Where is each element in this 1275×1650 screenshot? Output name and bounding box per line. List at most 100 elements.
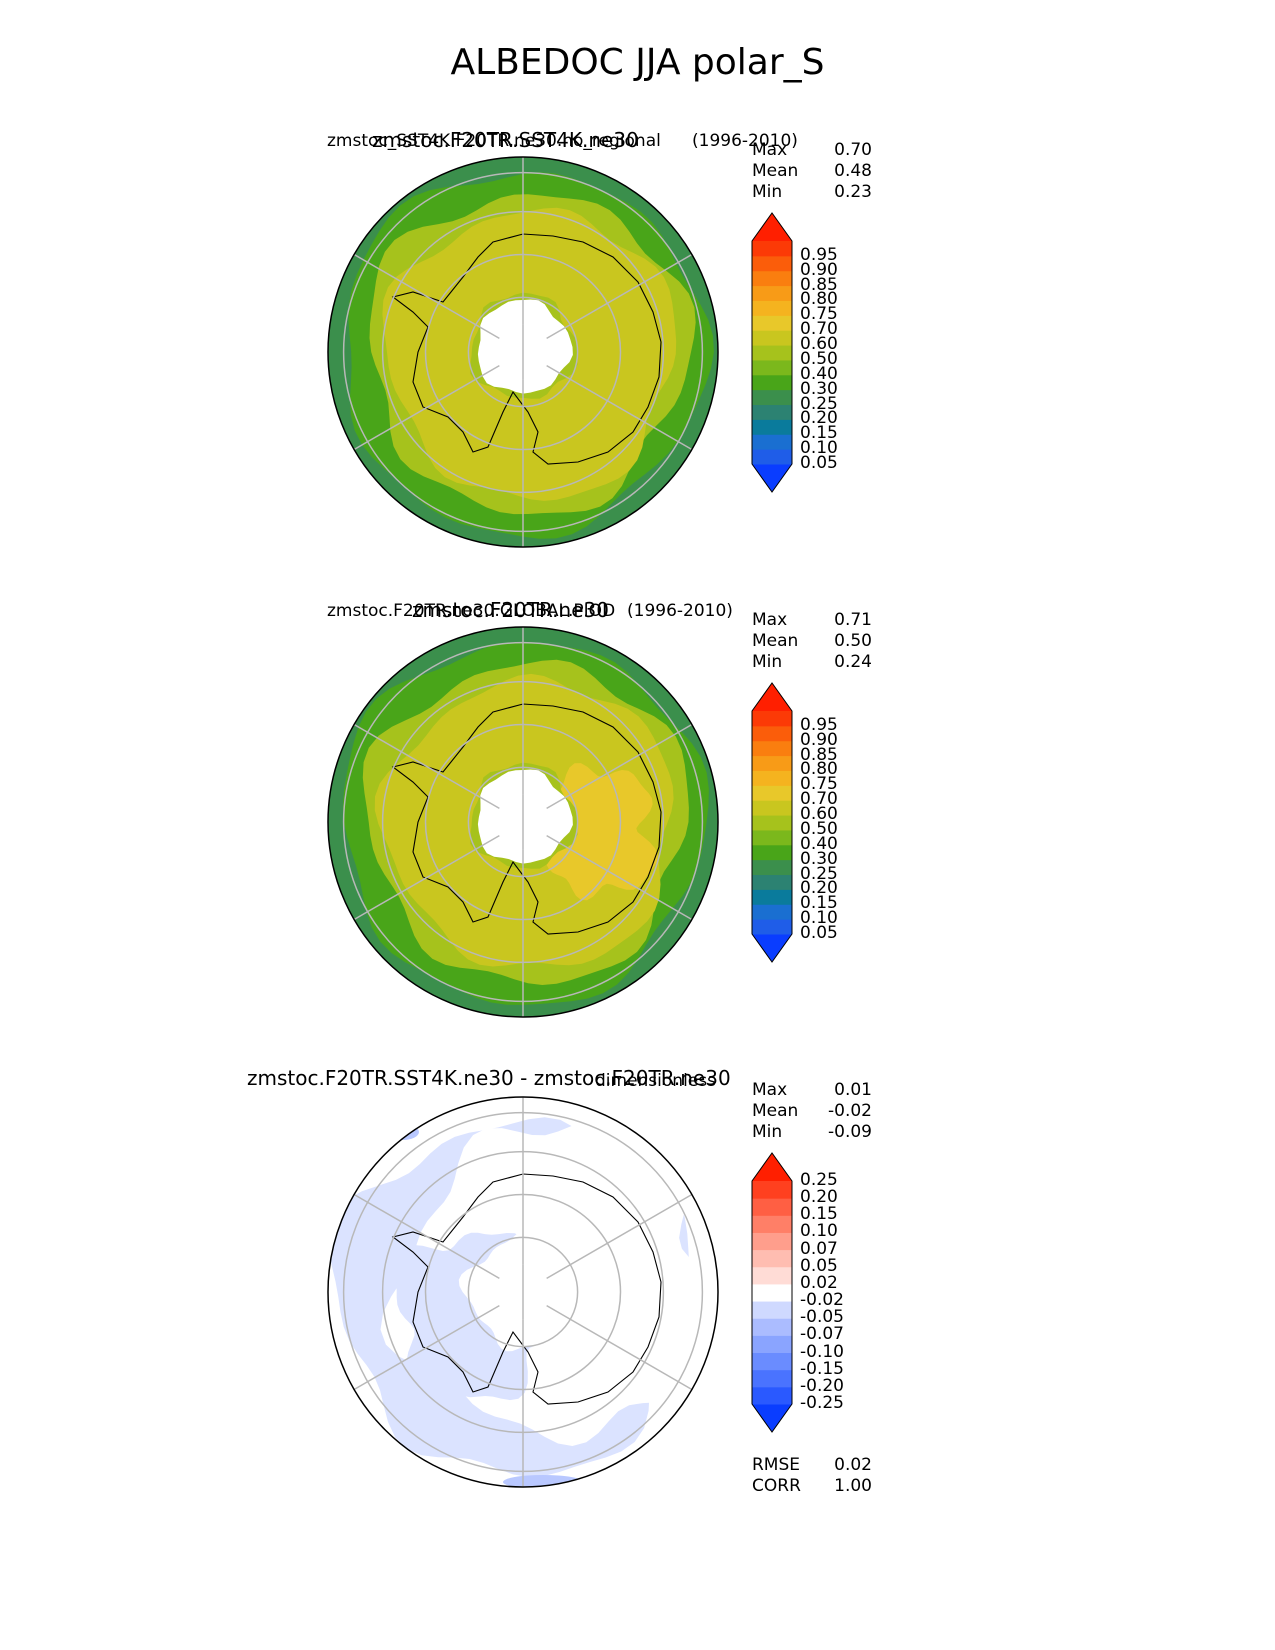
colorbar-tick-label: 0.30: [800, 848, 838, 869]
colorbar-tick-label: 0.85: [800, 744, 838, 765]
colorbar-segment: [752, 1283, 792, 1302]
colorbar-segment: [752, 1232, 792, 1251]
colorbar-segment: [752, 1249, 792, 1268]
panel-2-title: zmstoc.F20TR.ne30: [412, 598, 609, 622]
colorbar-3: [751, 1152, 793, 1433]
colorbar-segment: [752, 315, 792, 331]
colorbar-tick-label: 0.20: [800, 1187, 838, 1208]
colorbar-tick-label: 0.90: [800, 259, 838, 280]
colorbar-segment: [752, 1369, 792, 1388]
panel-1-mean-value: 0.48: [834, 161, 872, 181]
colorbar-segment: [752, 255, 792, 272]
colorbar-tick-label: 0.70: [800, 789, 838, 810]
panel-1-subtitle-right: (1996-2010): [692, 131, 798, 151]
colorbar-1: [751, 212, 793, 493]
colorbar-outline: [751, 212, 793, 493]
colorbar-segment: [752, 859, 792, 876]
corr-value: 1.00: [834, 1476, 872, 1496]
colorbar-tick-label: 0.95: [800, 714, 838, 735]
colorbar-tick-label: 0.75: [800, 774, 838, 795]
panel-3-title: zmstoc.F20TR.SST4K.ne30 - zmstoc.F20TR.n…: [247, 1066, 731, 1090]
panel-2-subtitle-left: zmstoc.F20TR.ne30.GLOBAL.PIOD: [327, 601, 616, 621]
colorbar-segment: [752, 330, 792, 346]
colorbar-extend-max: [752, 213, 792, 241]
colorbar-tick-label: 0.75: [800, 304, 838, 325]
map-boundary: [327, 1096, 719, 1488]
panel-1-min-value: 0.23: [834, 182, 872, 202]
colorbar-outline: [751, 682, 793, 963]
panel-3-min-label: Min: [752, 1122, 783, 1142]
colorbar-segment: [752, 1335, 792, 1354]
colorbar-tick-label: 0.02: [800, 1272, 838, 1293]
colorbar-tick-label: 0.20: [800, 878, 838, 899]
colorbar-segment: [752, 1198, 792, 1216]
colorbar-segment: [752, 241, 792, 257]
meridian-line: [353, 365, 500, 451]
panel-3-max-value: 0.01: [834, 1080, 872, 1100]
colorbar-tick-label: -0.10: [800, 1341, 844, 1362]
colorbar-segment: [752, 359, 792, 376]
colorbar-tick-label: 0.40: [800, 363, 838, 384]
meridian-line: [546, 1193, 693, 1279]
panel-1-max-value: 0.70: [834, 140, 872, 160]
colorbar-2: [751, 682, 793, 963]
colorbar-tick-label: 0.05: [800, 453, 838, 473]
panel-1-min-label: Min: [752, 182, 783, 202]
colorbar-tick-label: 0.80: [800, 289, 838, 310]
colorbar-segment: [752, 800, 792, 816]
colorbar-tick-label: -0.20: [800, 1375, 844, 1396]
colorbar-segment: [752, 829, 792, 846]
map-boundary: [327, 626, 719, 1018]
colorbar-tick-label: 0.25: [800, 1170, 838, 1190]
colorbar-segment: [752, 711, 792, 727]
field-plateau: [512, 763, 658, 901]
colorbar-segment: [752, 345, 792, 361]
colorbar-tick-label: 0.07: [800, 1238, 838, 1259]
colorbar-tick-label: 0.25: [800, 863, 838, 884]
colorbar-tick-label: 0.85: [800, 274, 838, 295]
polar-map-2: [327, 626, 719, 1018]
colorbar-tick-label: 0.10: [800, 1221, 838, 1242]
meridian-line: [353, 723, 500, 809]
colorbar-segment: [752, 919, 792, 935]
colorbar-tick-label: 0.15: [800, 423, 838, 444]
corr-label: CORR: [752, 1476, 801, 1496]
meridian-line: [353, 253, 500, 339]
figure-title: ALBEDOC JJA polar_S: [450, 42, 825, 83]
colorbar-tick-label: 0.05: [800, 923, 838, 943]
colorbar-segment: [752, 434, 792, 450]
colorbar-tick-label: 0.05: [800, 1255, 838, 1276]
colorbar-segment: [752, 904, 792, 920]
antarctica-coastline: [391, 1173, 662, 1405]
colorbar-outline: [751, 1152, 793, 1433]
panel-1-subtitle-left: zmstoc_SST4K.F20TR.ne30.no_regional: [327, 131, 661, 151]
meridian-line: [353, 1193, 500, 1279]
colorbar-segment: [752, 785, 792, 801]
panel-2-mean-value: 0.50: [834, 631, 872, 651]
graticule: [342, 157, 704, 547]
colorbar-tick-label: 0.20: [800, 408, 838, 429]
colorbar-segment: [752, 1181, 792, 1199]
colorbar-segment: [752, 270, 792, 287]
colorbar-segment: [752, 374, 792, 391]
colorbar-extend-max: [752, 1153, 792, 1181]
panel-1-max-label: Max: [752, 140, 788, 160]
rmse-value: 0.02: [834, 1455, 872, 1475]
meridian-line: [546, 1305, 693, 1391]
colorbar-segment: [752, 1301, 792, 1319]
colorbar-extend-min: [752, 464, 792, 492]
panel-2-max-value: 0.71: [834, 610, 872, 630]
meridian-line: [546, 253, 693, 339]
colorbar-segment: [752, 740, 792, 757]
antarctica-coastline: [391, 233, 662, 465]
meridian-line: [353, 1305, 500, 1391]
colorbar-segment: [752, 815, 792, 831]
colorbar-tick-label: 0.50: [800, 818, 838, 839]
panel-2-min-label: Min: [752, 652, 783, 672]
colorbar-tick-label: 0.10: [800, 438, 838, 459]
colorbar-tick-label: 0.60: [800, 804, 838, 825]
colorbar-segment: [752, 300, 792, 316]
colorbar-segment: [752, 1352, 792, 1371]
colorbar-segment: [752, 419, 792, 435]
